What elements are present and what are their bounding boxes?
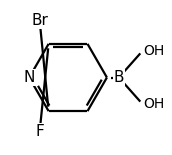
Text: F: F — [35, 124, 44, 139]
Text: Br: Br — [31, 13, 48, 28]
Text: N: N — [24, 70, 35, 85]
Text: B: B — [114, 70, 124, 85]
Text: OH: OH — [143, 44, 164, 58]
Text: OH: OH — [143, 97, 164, 111]
